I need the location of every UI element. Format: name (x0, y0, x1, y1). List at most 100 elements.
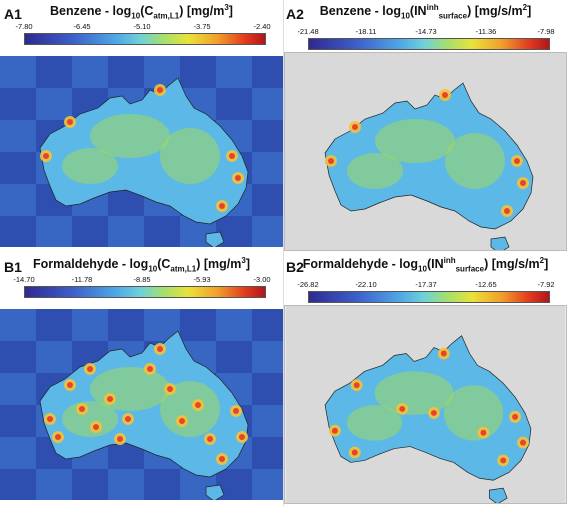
grid-cell (0, 309, 36, 341)
grid-cell (72, 309, 108, 341)
map-a1 (0, 56, 283, 247)
grid-cell (252, 88, 283, 120)
panel-divider (283, 0, 284, 506)
emission-zone (62, 148, 118, 184)
panel-label: A1 (4, 6, 22, 22)
hotspot (229, 153, 235, 159)
map-a2 (284, 52, 567, 251)
hotspot (67, 119, 73, 125)
emission-zone (347, 153, 403, 189)
hotspot (79, 406, 85, 412)
tick-label: -11.78 (71, 275, 93, 284)
grid-cell (36, 88, 72, 120)
colorbar (24, 33, 266, 45)
tick-label: -7.92 (537, 280, 555, 289)
hotspot (157, 87, 163, 93)
panel-title: Formaldehyde - log10(INinhsurface) [mg/s… (302, 256, 549, 274)
hotspot (219, 456, 225, 462)
colorbar-ticks: -7.80 -6.45 -5.10 -3.75 -2.40 (8, 22, 278, 32)
continent-group (39, 330, 249, 500)
panel-b1: B1 Formaldehyde - log10(Catm,L1) [mg/m3]… (0, 253, 283, 506)
emission-zone (160, 381, 220, 437)
colorbar (308, 291, 550, 303)
australia-map (0, 56, 283, 247)
hotspot (480, 429, 487, 436)
australia-map (285, 306, 566, 503)
colorbar-ticks: -14.70 -11.78 -8.85 -5.93 -3.00 (8, 275, 278, 285)
tick-label: -18.11 (355, 27, 377, 36)
grid-cell (72, 56, 108, 88)
panel-a2: A2 Benzene - log10(INinhsurface) [mg/s/m… (284, 0, 567, 253)
grid-cell (252, 341, 283, 373)
panel-label: B2 (286, 259, 304, 275)
hotspot (440, 350, 447, 357)
hotspot (43, 153, 49, 159)
grid-cell (0, 184, 36, 216)
tick-label: -8.85 (133, 275, 151, 284)
panel-title: Benzene - log10(INinhsurface) [mg/s/m2] (319, 3, 532, 21)
tick-label: -5.10 (133, 22, 151, 31)
hotspot (520, 439, 526, 446)
hotspot (107, 396, 113, 402)
grid-cell (216, 56, 252, 88)
hotspot (147, 366, 153, 372)
continent-group (324, 335, 532, 503)
grid-cell (0, 373, 36, 405)
colorbar-ticks: -26.82 -22.10 -17.37 -12.65 -7.92 (292, 280, 562, 290)
hotspot (219, 203, 225, 209)
tick-label: -22.10 (355, 280, 377, 289)
emission-zone (160, 128, 220, 184)
emission-zone (375, 119, 455, 163)
grid-cell (252, 152, 283, 184)
tick-label: -17.37 (415, 280, 437, 289)
tick-label: -21.48 (297, 27, 319, 36)
map-b1 (0, 309, 283, 500)
tick-label: -7.80 (15, 22, 33, 31)
map-b2 (284, 305, 567, 504)
hotspot (179, 418, 185, 424)
hotspot (233, 408, 239, 414)
australia-map (0, 309, 283, 500)
hotspot (117, 436, 123, 442)
grid-cell (216, 309, 252, 341)
tasmania-outline (205, 231, 225, 247)
tasmania-outline (489, 487, 508, 503)
tick-label: -5.93 (193, 275, 211, 284)
hotspot (239, 434, 245, 440)
hotspot (353, 382, 360, 389)
hotspot (331, 427, 338, 434)
tick-label: -11.36 (475, 27, 497, 36)
hotspot (195, 402, 201, 408)
emission-zone (346, 404, 403, 441)
grid-cell (0, 120, 36, 152)
tick-label: -3.00 (253, 275, 271, 284)
hotspot (442, 92, 448, 98)
panel-title: Formaldehyde - log10(Catm,L1) [mg/m3] (33, 256, 250, 274)
tick-label: -12.65 (475, 280, 497, 289)
panel-a1: A1 Benzene - log10(Catm,L1) [mg/m3] -7.8… (0, 0, 283, 253)
hotspot (504, 208, 510, 214)
grid-cell (108, 469, 144, 500)
panel-label: A2 (286, 6, 304, 22)
emission-zone (374, 371, 454, 415)
emission-zone (445, 133, 505, 189)
hotspot (87, 366, 93, 372)
hotspot (207, 436, 213, 442)
tick-label: -14.73 (415, 27, 437, 36)
grid-cell (0, 437, 36, 469)
emission-zone (90, 114, 170, 158)
hotspot (167, 386, 173, 392)
tick-label: -2.40 (253, 22, 271, 31)
hotspot (514, 158, 520, 164)
grid-cell (36, 341, 72, 373)
hotspot (235, 175, 241, 181)
tick-label: -7.98 (537, 27, 555, 36)
hotspot (520, 180, 526, 186)
grid-cell (36, 216, 72, 247)
grid-cell (252, 216, 283, 247)
tick-label: -3.75 (193, 22, 211, 31)
hotspot (352, 124, 358, 130)
tick-label: -26.82 (297, 280, 319, 289)
panel-label: B1 (4, 259, 22, 275)
tasmania-outline (490, 236, 510, 250)
